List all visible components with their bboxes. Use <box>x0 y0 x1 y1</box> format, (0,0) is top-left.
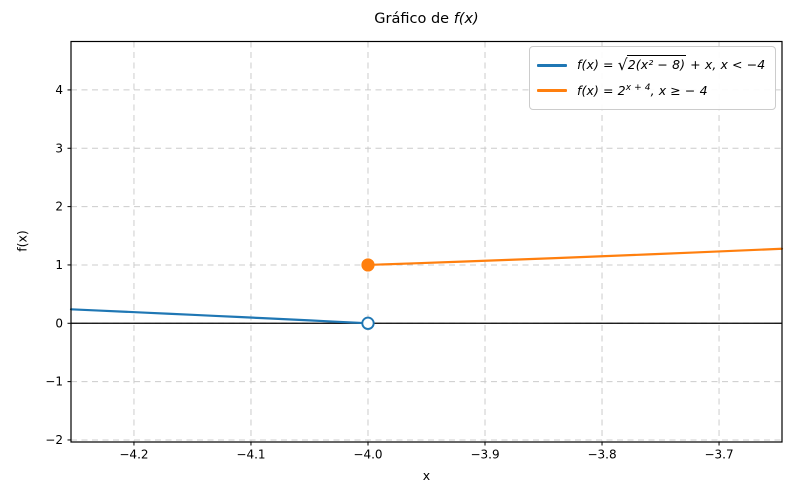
y-tick-label: 4 <box>55 83 63 97</box>
chart-title-text: Gráfico de <box>374 11 454 27</box>
x-tick-label: −3.8 <box>587 448 616 462</box>
x-tick-label: −4.0 <box>353 448 382 462</box>
filled-point-marker <box>361 258 375 272</box>
y-tick-label: 3 <box>55 141 63 155</box>
chart-title: Gráfico de f(x) <box>71 11 782 27</box>
series-line-exp-branch <box>366 247 784 267</box>
x-tick-label: −4.1 <box>236 448 265 462</box>
legend-math-radicand: 2(x² − 8) <box>626 55 687 73</box>
chart-title-math: f(x) <box>453 11 479 27</box>
legend-line-sample-orange <box>537 89 567 92</box>
legend-entry: f(x) = √2(x² − 8) + x, x < −4 <box>537 53 767 78</box>
legend-math-prefix: f(x) = 2 <box>577 83 626 99</box>
legend-label: f(x) = √2(x² − 8) + x, x < −4 <box>577 55 766 75</box>
legend-entry: f(x) = 2x + 4, x ≥ − 4 <box>537 78 767 103</box>
legend-math-exponent: x + 4 <box>625 82 651 93</box>
y-tick-label: 1 <box>55 258 63 272</box>
x-axis-label: x <box>422 468 431 483</box>
open-point-marker <box>361 316 375 330</box>
legend-math-suffix: + x, x < −4 <box>686 57 766 73</box>
x-tick-label: −3.9 <box>470 448 499 462</box>
series-line-sqrt-branch <box>69 308 363 325</box>
y-tick-label: −1 <box>45 375 63 389</box>
legend-math-prefix: f(x) = <box>577 57 618 73</box>
x-tick-label: −4.2 <box>119 448 148 462</box>
y-tick-label: 0 <box>55 316 63 330</box>
legend-line-sample-blue <box>537 64 567 67</box>
y-tick-label: 2 <box>55 200 63 214</box>
y-tick-label: −2 <box>45 433 63 447</box>
sqrt-radical-symbol: √ <box>617 56 628 75</box>
legend: f(x) = √2(x² − 8) + x, x < −4 f(x) = 2x … <box>529 46 776 110</box>
legend-math-suffix: , x ≥ − 4 <box>650 83 708 99</box>
y-axis-label: f(x) <box>14 230 30 252</box>
x-tick-label: −3.7 <box>704 448 733 462</box>
legend-label: f(x) = 2x + 4, x ≥ − 4 <box>577 83 708 98</box>
plot-border <box>70 40 783 443</box>
